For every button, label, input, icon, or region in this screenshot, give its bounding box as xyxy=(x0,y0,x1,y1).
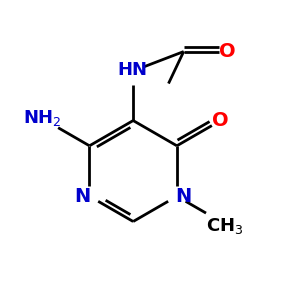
Text: NH$_2$: NH$_2$ xyxy=(23,109,62,128)
Text: N: N xyxy=(176,187,192,206)
Text: CH$_3$: CH$_3$ xyxy=(206,216,244,236)
Text: O: O xyxy=(219,42,236,61)
Text: HN: HN xyxy=(117,61,147,79)
Text: N: N xyxy=(75,187,91,206)
Text: O: O xyxy=(212,111,229,130)
